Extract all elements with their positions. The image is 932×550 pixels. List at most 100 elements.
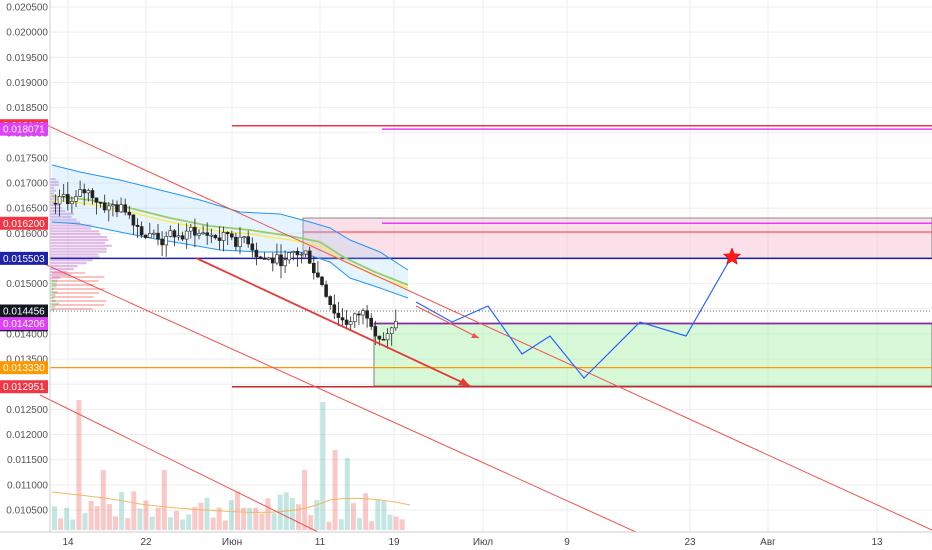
volume-profile-bar xyxy=(50,189,56,192)
volume-bar xyxy=(247,507,253,530)
volume-profile-bar xyxy=(50,201,56,204)
candle-body xyxy=(184,230,189,240)
x-tick-label: 9 xyxy=(564,537,570,548)
volume-profile-bar xyxy=(50,285,57,288)
candle-body xyxy=(361,310,365,316)
volume-bar xyxy=(161,470,167,530)
candle-body xyxy=(131,214,136,226)
price-badge xyxy=(0,304,48,318)
volume-bar xyxy=(155,507,161,530)
price-badge xyxy=(0,251,48,265)
volume-bar xyxy=(296,504,301,530)
candle-body xyxy=(123,204,127,213)
volume-bar xyxy=(228,500,234,530)
volume-profile-bar xyxy=(50,291,58,294)
projection-path xyxy=(415,255,733,379)
volume-profile-bar xyxy=(52,284,95,286)
volume-bar xyxy=(186,514,192,530)
volume-profile-bar xyxy=(52,300,107,302)
candle-body xyxy=(389,327,394,334)
candle-body xyxy=(287,252,292,261)
volume-profile-bar xyxy=(50,253,99,256)
candle-body xyxy=(250,243,255,251)
volume-profile xyxy=(50,178,112,311)
candle-body xyxy=(57,196,62,205)
candle-body xyxy=(197,233,201,236)
candle-body xyxy=(311,262,316,274)
x-tick-label: 23 xyxy=(684,537,696,548)
candle-body xyxy=(307,250,312,264)
price-badge xyxy=(0,122,48,136)
volume-profile-bar xyxy=(50,294,56,297)
candle-body xyxy=(221,232,226,241)
volume-bar xyxy=(131,491,137,530)
price-axis[interactable]: 0.020500 0.020000 0.019500 0.019000 0.018500… xyxy=(6,0,51,532)
price-badge-label: 0.012951 xyxy=(3,382,45,393)
candle-body xyxy=(111,204,115,207)
candle-body xyxy=(385,333,390,341)
candle-body xyxy=(107,205,111,211)
volume-bar xyxy=(350,503,356,530)
volume-bar xyxy=(222,520,228,530)
channel-line-upper xyxy=(39,121,932,531)
volume-bar xyxy=(137,508,143,530)
candle-body xyxy=(152,232,156,235)
candle-body xyxy=(172,230,177,238)
volume-bar xyxy=(393,516,399,530)
candle-body xyxy=(299,253,304,256)
volume-bar xyxy=(204,497,210,530)
volume-profile-bar xyxy=(50,276,61,279)
y-tick-label: 0.017000 xyxy=(6,179,48,190)
candle-body xyxy=(225,232,230,235)
forecast-arrow-head xyxy=(458,378,470,386)
candle-body xyxy=(176,235,181,238)
small-arrow-head xyxy=(471,333,479,338)
y-tick-label: 0.012500 xyxy=(6,405,48,416)
volume-profile-bar xyxy=(50,273,72,276)
channel-line-lower xyxy=(39,394,319,533)
volume-bar xyxy=(52,506,57,530)
candle-body xyxy=(320,276,324,286)
candle-body xyxy=(66,194,70,205)
volume-bar xyxy=(338,519,344,530)
volume-profile-bar xyxy=(50,308,55,311)
candle-body xyxy=(283,259,287,267)
volume-bar xyxy=(253,507,259,530)
candle-body xyxy=(139,226,144,236)
volume-bar xyxy=(259,513,265,530)
volume-bar xyxy=(357,517,362,530)
volume-bar xyxy=(375,499,381,530)
candle-body xyxy=(266,257,271,260)
volume-profile-bar xyxy=(50,215,72,218)
volume-bar xyxy=(70,519,76,530)
volume-bar xyxy=(192,506,198,530)
volume-profile-bar xyxy=(50,244,112,247)
y-tick-label: 0.015000 xyxy=(6,279,48,290)
candle-body xyxy=(102,202,107,211)
candle-body xyxy=(127,211,132,216)
candle-body xyxy=(98,202,103,204)
volume-bar xyxy=(308,515,314,530)
volume-profile-bar xyxy=(52,296,94,298)
volume-bar xyxy=(106,504,112,530)
candle-body xyxy=(270,257,275,264)
volume-profile-bar xyxy=(50,265,78,268)
candle-body xyxy=(262,257,267,260)
volume-bar xyxy=(119,491,125,530)
small-arrow xyxy=(415,305,480,339)
volume-bar xyxy=(82,512,88,530)
candle-body xyxy=(180,235,185,240)
x-tick-label: Авг xyxy=(760,537,776,548)
candle-body xyxy=(143,234,148,238)
price-badge xyxy=(0,317,48,331)
volume-profile-bar xyxy=(50,250,107,253)
candle-body xyxy=(168,230,173,237)
volume-bar xyxy=(241,507,247,530)
time-axis[interactable]: 14 22 Июн 11 19 Июл 9 23 Авг 13 xyxy=(0,531,932,548)
volume-bar xyxy=(332,450,338,530)
y-tick-label: 0.019500 xyxy=(6,53,48,64)
volume-profile-bar xyxy=(50,198,59,201)
volume-bar xyxy=(344,458,350,530)
volume-bar xyxy=(100,470,106,530)
